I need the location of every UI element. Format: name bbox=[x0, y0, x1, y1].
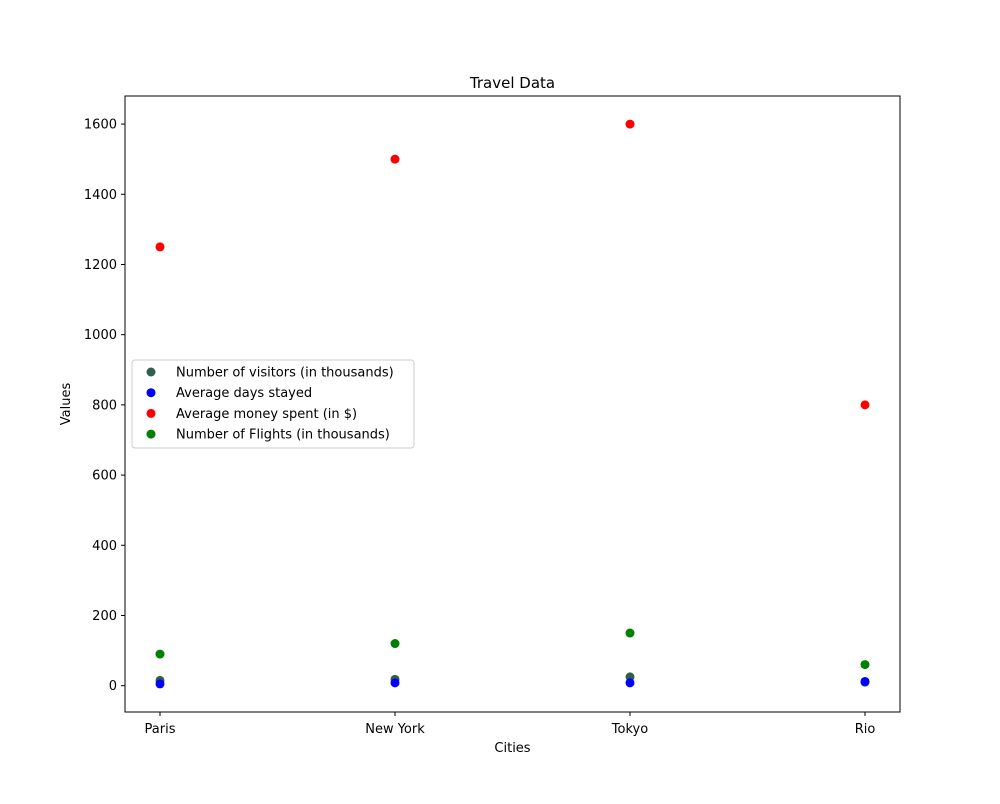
data-point bbox=[625, 628, 635, 638]
data-point bbox=[155, 649, 165, 659]
legend-label: Number of Flights (in thousands) bbox=[176, 428, 390, 443]
data-point bbox=[155, 242, 165, 252]
axis-ticks-layer: 0 200 400 600 800 1000 1200 1400 1600 Paris New Yo… bbox=[84, 118, 875, 737]
data-point bbox=[390, 154, 400, 164]
x-tick-label: New York bbox=[365, 722, 425, 737]
data-point bbox=[860, 676, 870, 686]
data-point bbox=[860, 400, 870, 410]
y-tick-label: 200 bbox=[92, 609, 117, 624]
x-tick-label: Paris bbox=[145, 722, 176, 737]
legend-marker bbox=[146, 388, 156, 398]
legend-marker bbox=[146, 408, 156, 418]
data-point bbox=[390, 639, 400, 649]
data-point bbox=[625, 119, 635, 129]
y-tick-label: 600 bbox=[92, 469, 117, 484]
data-point bbox=[625, 678, 635, 688]
y-tick-label: 1400 bbox=[84, 188, 117, 203]
y-tick-label: 800 bbox=[92, 398, 117, 413]
legend-frame bbox=[131, 359, 415, 449]
y-tick-label: 1000 bbox=[84, 328, 117, 343]
plot-area-frame bbox=[124, 95, 901, 713]
y-tick-label: 1600 bbox=[84, 118, 117, 133]
y-tick-label: 0 bbox=[109, 679, 117, 694]
y-tick-label: 400 bbox=[92, 539, 117, 554]
y-axis-label: Values bbox=[59, 383, 74, 426]
x-axis-label: Cities bbox=[494, 741, 530, 756]
x-tick-label: Tokyo bbox=[611, 722, 648, 737]
legend-label: Average money spent (in $) bbox=[176, 407, 357, 422]
data-points-layer bbox=[155, 119, 870, 689]
chart-title: Travel Data bbox=[469, 74, 555, 92]
legend-marker bbox=[146, 367, 156, 377]
x-tick-label: Rio bbox=[855, 722, 876, 737]
legend: Number of visitors (in thousands) Average… bbox=[131, 359, 415, 449]
data-point bbox=[155, 679, 165, 689]
legend-label: Number of visitors (in thousands) bbox=[176, 366, 394, 381]
data-point bbox=[860, 660, 870, 670]
legend-marker bbox=[146, 429, 156, 439]
y-tick-label: 1200 bbox=[84, 258, 117, 273]
data-point bbox=[390, 678, 400, 688]
legend-label: Average days stayed bbox=[176, 386, 312, 401]
